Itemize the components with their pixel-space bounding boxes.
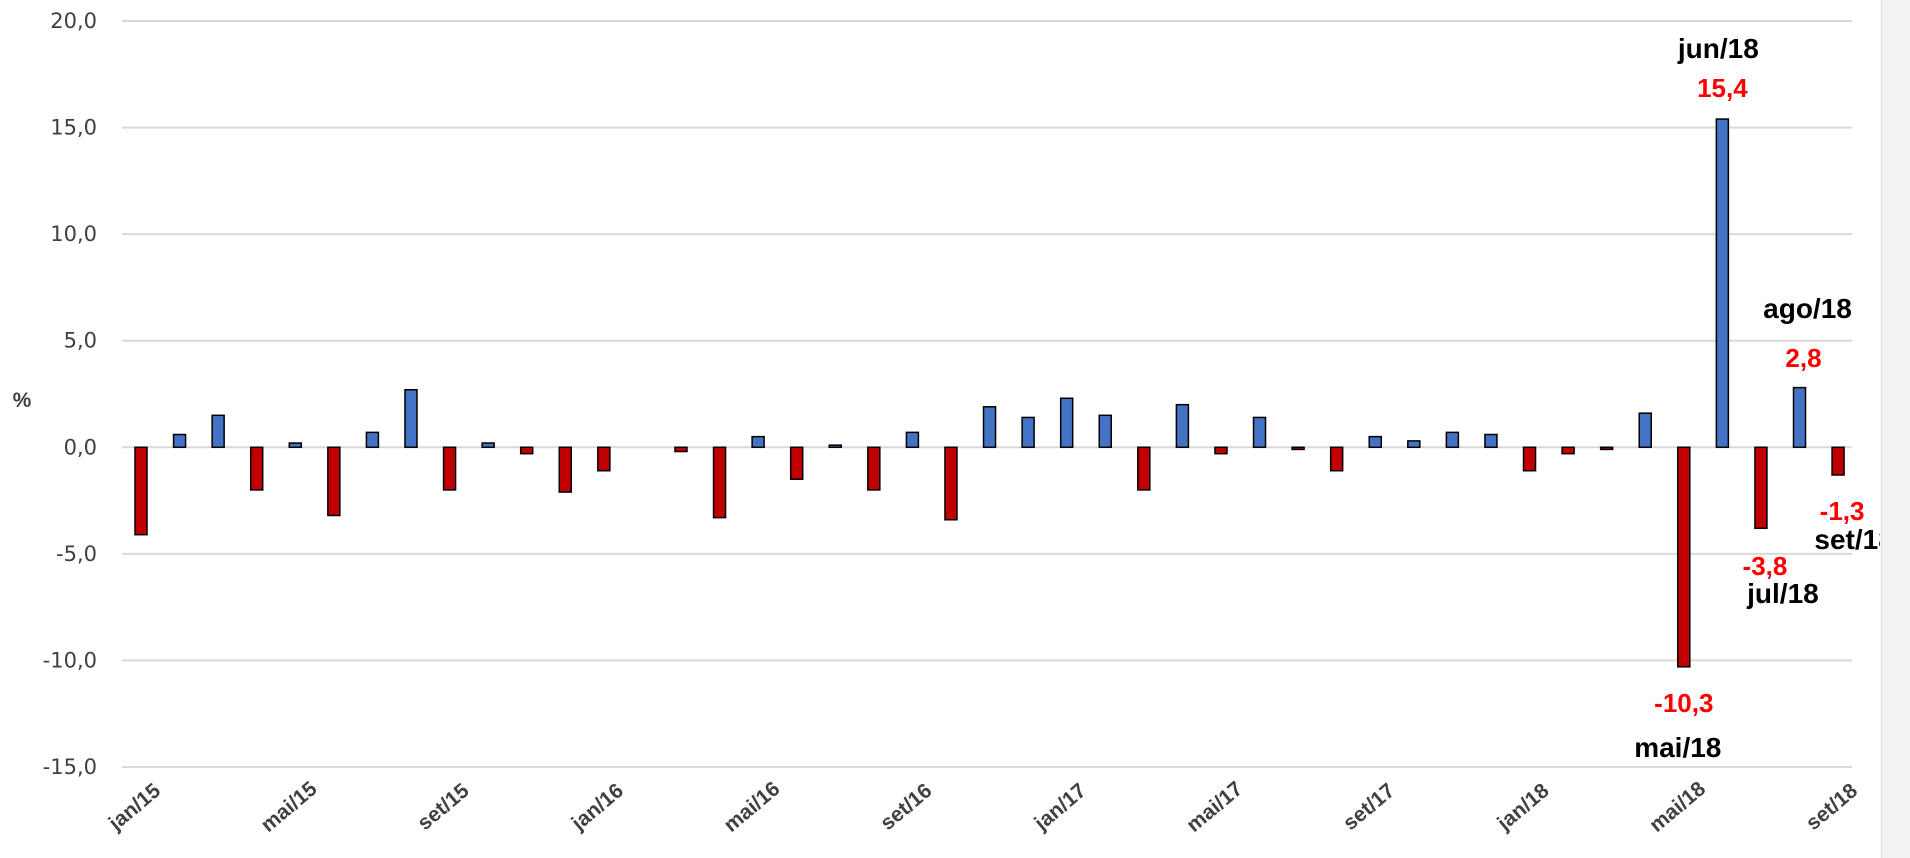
- y-tick-label: -5,0: [56, 542, 97, 566]
- y-axis-ticks: 20,0 15,0 10,0 5,0 0,0 -5,0 -10,0 -15,0: [43, 9, 97, 779]
- bar-out-15: [482, 443, 494, 447]
- x-tick-label: mai/18: [1645, 777, 1710, 837]
- annotation-value-ago-18: 2,8: [1785, 343, 1821, 373]
- bar-fev-17: [1099, 415, 1111, 447]
- bar-set-17: [1369, 437, 1381, 448]
- annotation-label-set-18: set/18: [1814, 524, 1880, 555]
- y-tick-label: 20,0: [50, 9, 97, 33]
- annotation-label-ago-18: ago/18: [1763, 293, 1852, 324]
- bar-dez-17: [1485, 434, 1497, 447]
- bar-abr-16: [714, 447, 726, 517]
- x-tick-label: set/18: [1802, 779, 1863, 835]
- bar-jan-16: [598, 447, 610, 470]
- bars: [135, 119, 1844, 667]
- x-tick-label: set/17: [1339, 779, 1399, 835]
- annotation-label-mai-18: mai/18: [1634, 732, 1721, 763]
- bar-mar-18: [1601, 447, 1613, 449]
- x-tick-label: set/15: [413, 779, 474, 835]
- bar-ago-15: [405, 390, 417, 448]
- gridlines: [122, 21, 1852, 767]
- bar-fev-15: [174, 434, 186, 447]
- bar-ago-16: [868, 447, 880, 490]
- bar-set-18: [1832, 447, 1844, 475]
- y-tick-label: 15,0: [50, 116, 97, 140]
- bar-set-16: [906, 432, 918, 447]
- bar-set-15: [444, 447, 456, 490]
- bar-abr-18: [1639, 413, 1651, 447]
- bar-jun-17: [1254, 417, 1266, 447]
- bar-mar-17: [1138, 447, 1150, 490]
- y-tick-label: 10,0: [50, 222, 97, 246]
- bar-jan-18: [1524, 447, 1536, 470]
- bar-jun-16: [791, 447, 803, 479]
- bar-mar-16: [675, 447, 687, 451]
- bar-mai-17: [1215, 447, 1227, 453]
- x-tick-label: mai/16: [720, 777, 785, 837]
- bar-mar-15: [212, 415, 224, 447]
- x-tick-label: set/16: [876, 779, 936, 835]
- x-tick-label: mai/17: [1182, 777, 1247, 837]
- y-tick-label: 5,0: [64, 329, 97, 353]
- bar-nov-15: [521, 447, 533, 453]
- bar-abr-15: [251, 447, 263, 490]
- bar-mai-16: [752, 437, 764, 448]
- annotation-value-jul-18: -3,8: [1743, 551, 1788, 581]
- x-tick-label: mai/15: [257, 777, 322, 837]
- bar-ago-17: [1331, 447, 1343, 470]
- bar-out-16: [945, 447, 957, 519]
- bar-dez-15: [559, 447, 571, 492]
- bar-jul-18: [1755, 447, 1767, 528]
- y-tick-label: 0,0: [64, 435, 97, 459]
- x-tick-label: jan/17: [1030, 779, 1091, 836]
- annotation-value-set-18: -1,3: [1820, 496, 1865, 526]
- bar-out-17: [1408, 441, 1420, 447]
- x-tick-label: jan/15: [104, 779, 165, 836]
- bar-jan-17: [1061, 398, 1073, 447]
- bar-jun-15: [328, 447, 340, 515]
- y-tick-label: -10,0: [43, 648, 97, 672]
- bar-nov-16: [984, 407, 996, 447]
- bar-fev-18: [1562, 447, 1574, 453]
- bar-jul-15: [366, 432, 378, 447]
- annotation-value-jun-18: 15,4: [1697, 73, 1748, 103]
- bar-ago-18: [1794, 388, 1806, 448]
- bar-jun-18: [1716, 119, 1728, 447]
- annotation-value-mai-18: -10,3: [1654, 688, 1713, 718]
- annotation-label-jun-18: jun/18: [1677, 33, 1759, 64]
- y-tick-label: -15,0: [43, 755, 97, 779]
- bar-mai-18: [1678, 447, 1690, 667]
- bar-dez-16: [1022, 417, 1034, 447]
- y-axis-label: %: [13, 389, 32, 412]
- x-tick-label: jan/16: [567, 779, 628, 836]
- x-axis-ticks: jan/15 mai/15 set/15 jan/16 mai/16 set/16 jan/…: [104, 777, 1862, 837]
- bar-jul-17: [1292, 447, 1304, 449]
- bar-mai-15: [289, 443, 301, 447]
- bar-nov-17: [1446, 432, 1458, 447]
- annotation-label-jul-18: jul/18: [1746, 578, 1819, 609]
- bar-jan-15: [135, 447, 147, 534]
- bar-abr-17: [1176, 405, 1188, 448]
- x-tick-label: jan/18: [1492, 779, 1553, 836]
- vertical-scrollbar[interactable]: [1881, 0, 1910, 858]
- bar-jul-16: [829, 445, 841, 447]
